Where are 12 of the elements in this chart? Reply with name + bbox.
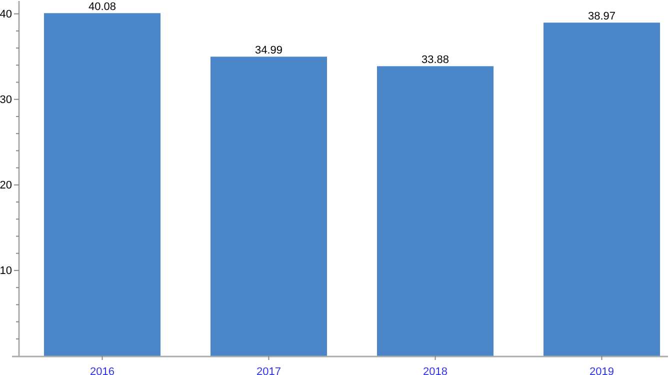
y-tick-label: 10 bbox=[0, 264, 12, 277]
x-tick-label: 2019 bbox=[590, 366, 614, 375]
data-label: 38.97 bbox=[588, 10, 616, 23]
data-label: 34.99 bbox=[254, 44, 283, 57]
y-tick-label: 20 bbox=[0, 179, 12, 192]
data-label: 33.88 bbox=[421, 54, 450, 66]
x-tick-label: 2016 bbox=[90, 366, 114, 375]
y-tick-label: 30 bbox=[0, 94, 12, 106]
x-tick-label: 2017 bbox=[256, 366, 281, 375]
y-tick-label: 40 bbox=[0, 8, 12, 20]
x-tick-label: 2018 bbox=[423, 366, 448, 375]
data-label: 40.08 bbox=[88, 1, 116, 14]
